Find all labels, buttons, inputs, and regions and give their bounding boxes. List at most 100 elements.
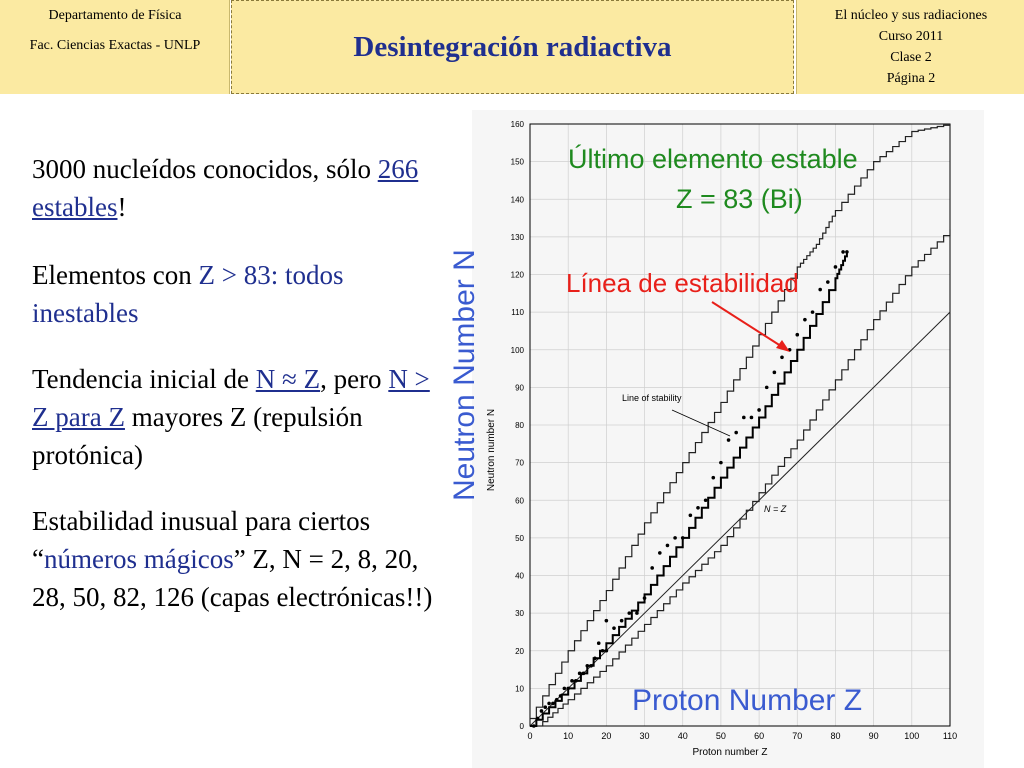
y-axis-label: Neutron number N (486, 409, 497, 491)
n-approx-z-link[interactable]: N ≈ Z (255, 364, 321, 394)
stable-nuclide-point (554, 697, 559, 702)
y-tick-label: 110 (511, 308, 524, 317)
stable-nuclide-point (734, 430, 738, 435)
stable-nuclide-point (665, 543, 670, 548)
x-tick-label: 80 (830, 731, 840, 741)
nuclide-stability-chart: 0102030405060708090100110120130140150160… (472, 110, 984, 768)
stable-nuclide-point (757, 408, 761, 412)
annotation-line-of-stability: Line of stability (622, 393, 682, 403)
x-tick-label: 40 (678, 731, 688, 741)
stable-nuclide-point (696, 505, 700, 510)
plot-frame (529, 123, 951, 727)
stable-count-link[interactable]: 266 estables (32, 154, 419, 222)
stable-nuclide-point (547, 701, 551, 706)
stable-nuclide-point (612, 626, 616, 630)
stable-nuclide-point (593, 656, 597, 661)
stable-nuclide-point (764, 385, 769, 390)
neutron-number-label: Neutron Number N (448, 249, 481, 501)
annotation-n-equals-z: N = Z (764, 504, 787, 514)
x-tick-label: 70 (792, 731, 802, 741)
y-tick-label: 0 (520, 722, 525, 731)
stable-nuclide-point (749, 415, 754, 420)
stable-nuclide-point (650, 566, 654, 570)
stable-nuclide-point (604, 648, 609, 653)
x-tick-label: 90 (869, 731, 879, 741)
x-tick-labels: 0 10 20 30 40 50 60 70 80 90 100 110 (527, 731, 957, 741)
annotation-pointer (671, 409, 731, 437)
slide-title: Desintegración radiactiva (353, 31, 672, 63)
y-tick-label: 70 (515, 459, 524, 468)
bullet-initial-tendency: Tendencia inicial de N ≈ Z, pero N > Z p… (32, 360, 452, 474)
stable-nuclide-point (742, 415, 746, 420)
stable-nuclide-point (558, 694, 563, 698)
header-title-box: Desintegración radiactiva (231, 0, 794, 94)
bullet-unstable-elements: Elementos con Z > 83: todos inestables (32, 256, 452, 332)
stable-nuclide-point (532, 724, 536, 728)
stable-nuclide-point (570, 679, 574, 683)
y-tick-labels: 0 10 20 30 40 50 60 70 80 90 100 110 120 130 140 150 160 (511, 120, 525, 731)
class-label: Clase 2 (890, 50, 932, 65)
stable-nuclide-point (772, 370, 777, 375)
stable-nuclide-point (719, 460, 723, 465)
bullet-highlight: Z > 83: todos inestables (32, 260, 344, 328)
proton-number-label: Proton Number Z (632, 684, 863, 717)
bullet-text: ! (117, 192, 127, 222)
course-topic-label: El núcleo y sus radiaciones (834, 8, 988, 23)
stable-nuclide-point (642, 596, 647, 600)
stable-nuclide-point (711, 475, 716, 480)
bullet-text: Estabilidad inusual para ciertos “ (32, 506, 371, 574)
stable-nuclide-point (810, 310, 815, 314)
red-arrow-icon (711, 301, 790, 352)
stable-nuclide-point (581, 671, 586, 676)
stable-nuclide-point (803, 317, 807, 322)
stable-nuclide-point (780, 355, 784, 360)
bullet-known-nuclides: 3000 nucleídos conocidos, sólo 266 estab… (32, 150, 452, 226)
stable-nuclide-point (574, 679, 578, 683)
stable-nuclide-point (833, 265, 838, 269)
x-tick-label: 110 (943, 731, 957, 741)
stable-nuclide-point (600, 648, 605, 653)
stable-nuclide-point (566, 686, 570, 691)
stable-nuclide-point (543, 705, 548, 709)
stable-nuclide-point (841, 250, 845, 254)
y-tick-label: 40 (515, 572, 524, 581)
x-axis-label: Proton number Z (692, 747, 767, 758)
bullet-text: Elementos con (32, 260, 199, 290)
stable-nuclide-point (627, 611, 632, 615)
x-tick-label: 20 (601, 731, 611, 741)
stable-nuclide-point (619, 618, 624, 623)
bullet-text: Tendencia inicial de (32, 364, 256, 394)
y-tick-label: 150 (511, 158, 525, 167)
page-label: Página 2 (886, 71, 936, 86)
x-tick-label: 10 (563, 731, 573, 741)
stable-nuclide-point (703, 498, 708, 503)
stability-line-label: Línea de estabilidad (566, 268, 799, 298)
y-tick-label: 120 (511, 271, 525, 280)
stable-nuclide-point (562, 686, 567, 691)
chart-grid (529, 123, 951, 727)
stable-nuclide-point (673, 536, 677, 540)
faculty-label: Fac. Ciencias Exactas - UNLP (29, 38, 201, 53)
n-greater-z-link[interactable]: N > Z para Z (32, 364, 430, 432)
x-tick-label: 50 (716, 731, 726, 741)
y-tick-label: 130 (511, 233, 525, 242)
x-tick-label: 100 (904, 731, 919, 741)
y-tick-label: 60 (515, 496, 524, 505)
stable-nuclide-point (845, 250, 849, 254)
last-stable-element-label: Último elemento estable (568, 144, 858, 174)
header-right-box: El núcleo y sus radiaciones Curso 2011 C… (796, 0, 1024, 94)
course-year-label: Curso 2011 (878, 29, 944, 44)
stable-nuclide-point (795, 332, 800, 337)
stable-nuclide-point (658, 551, 662, 555)
bullet-magic-numbers: Estabilidad inusual para ciertos “número… (32, 502, 452, 616)
stable-nuclide-point (577, 671, 582, 676)
y-tick-label: 20 (515, 647, 524, 656)
stable-nuclide-point (585, 664, 590, 668)
bismuth-label: Z = 83 (Bi) (676, 184, 803, 214)
y-tick-label: 80 (515, 421, 524, 430)
header-left-box: Departamento de Física Fac. Ciencias Exa… (0, 0, 230, 94)
y-tick-label: 10 (515, 684, 524, 693)
y-tick-label: 30 (515, 609, 524, 618)
bullet-text: , pero (320, 364, 389, 394)
stable-nuclide-point (589, 664, 593, 668)
